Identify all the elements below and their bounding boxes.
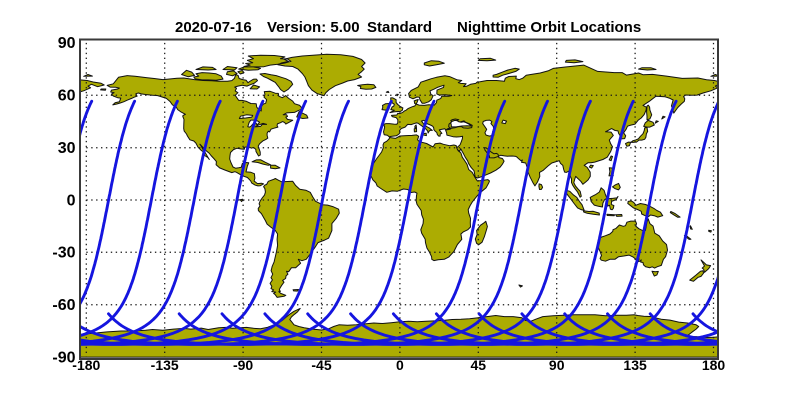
svg-text:180: 180 — [702, 357, 726, 373]
svg-text:-180: -180 — [72, 357, 100, 373]
svg-text:-45: -45 — [311, 357, 331, 373]
svg-text:-30: -30 — [52, 245, 75, 262]
svg-text:45: 45 — [471, 357, 487, 373]
svg-text:30: 30 — [58, 140, 76, 157]
svg-text:0: 0 — [67, 192, 76, 209]
svg-text:-90: -90 — [233, 357, 253, 373]
svg-text:Standard: Standard — [367, 19, 432, 36]
svg-text:Version: 5.00: Version: 5.00 — [267, 19, 360, 36]
svg-text:Nighttime Orbit Locations: Nighttime Orbit Locations — [457, 19, 641, 36]
svg-text:60: 60 — [58, 88, 76, 105]
svg-text:-60: -60 — [52, 297, 75, 314]
svg-text:0: 0 — [396, 357, 404, 373]
svg-text:2020-07-16: 2020-07-16 — [175, 19, 252, 36]
svg-text:90: 90 — [58, 35, 76, 52]
svg-text:135: 135 — [623, 357, 647, 373]
svg-text:90: 90 — [549, 357, 565, 373]
svg-text:-90: -90 — [52, 349, 75, 366]
svg-text:-135: -135 — [151, 357, 179, 373]
